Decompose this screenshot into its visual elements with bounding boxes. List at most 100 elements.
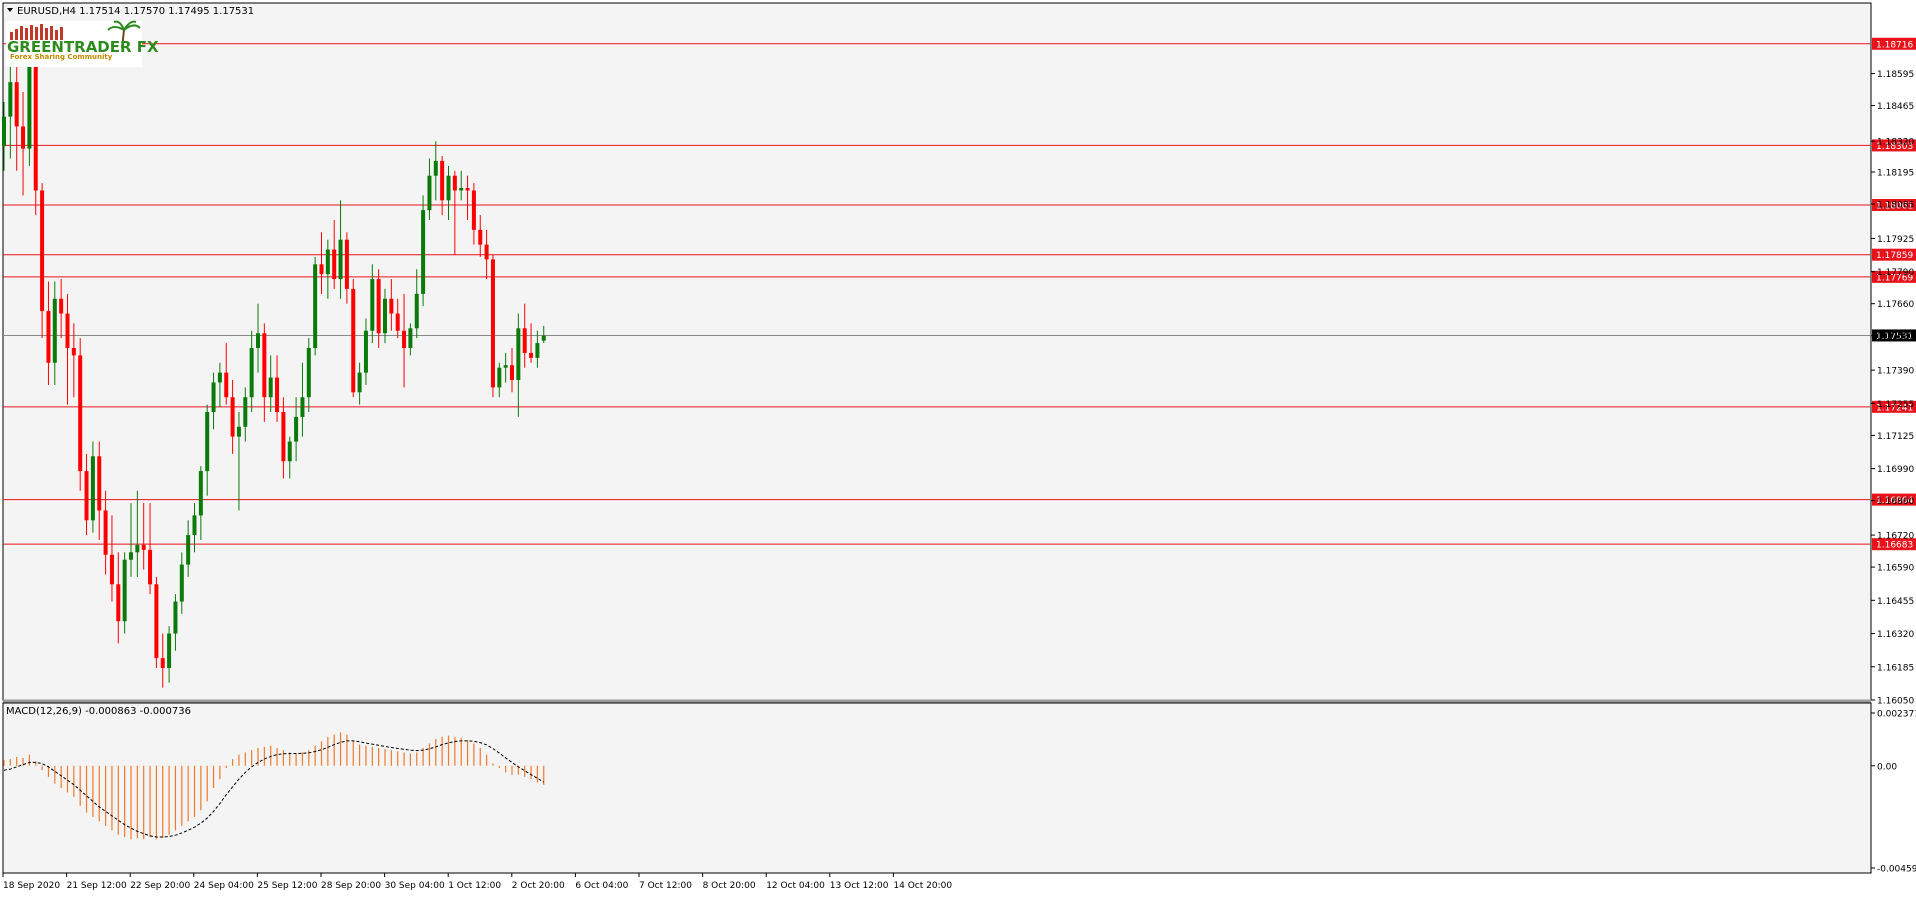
candle-body[interactable] [90, 456, 95, 521]
candle-body[interactable] [471, 190, 476, 230]
candle-body[interactable] [198, 471, 203, 516]
candle-body[interactable] [522, 328, 527, 353]
candle-body[interactable] [490, 259, 495, 388]
candle-body[interactable] [256, 333, 260, 348]
candle-body[interactable] [357, 372, 362, 393]
candle-body[interactable] [421, 210, 426, 294]
candle-body[interactable] [236, 426, 241, 437]
candle-body[interactable] [510, 365, 514, 380]
candle-body[interactable] [103, 510, 108, 555]
candle-body[interactable] [21, 126, 26, 149]
candle-body[interactable] [395, 313, 400, 331]
candle-body[interactable] [97, 456, 102, 511]
candle-body[interactable] [497, 367, 502, 388]
candle-body[interactable] [33, 60, 38, 191]
candle-body[interactable] [27, 60, 32, 149]
price-tick-label: 1.16990 [1877, 465, 1914, 475]
time-tick-label: 8 Oct 20:00 [703, 881, 756, 891]
candle-body[interactable] [452, 175, 457, 191]
candle-body[interactable] [275, 377, 280, 412]
candle-body[interactable] [383, 298, 387, 334]
candle-body[interactable] [294, 416, 299, 442]
candle-body[interactable] [529, 352, 534, 358]
candle-body[interactable] [338, 239, 343, 280]
time-tick-label: 13 Oct 12:00 [830, 881, 889, 891]
candle-body[interactable] [122, 559, 127, 622]
candle-body[interactable] [433, 160, 438, 176]
candle-body[interactable] [78, 355, 83, 472]
candle-body[interactable] [71, 348, 76, 356]
dropdown-triangle-icon[interactable] [7, 8, 13, 12]
candle-body[interactable] [217, 372, 222, 383]
candle-body[interactable] [446, 175, 451, 201]
candle-body[interactable] [249, 348, 254, 398]
candle-body[interactable] [325, 249, 330, 275]
candle-body[interactable] [376, 279, 381, 334]
candle-body[interactable] [154, 584, 159, 659]
candle-body[interactable] [116, 584, 121, 622]
candle-body[interactable] [306, 348, 311, 398]
candle-body[interactable] [268, 377, 273, 398]
candle-body[interactable] [148, 549, 153, 585]
candle-body[interactable] [313, 264, 318, 348]
candle-body[interactable] [319, 264, 324, 275]
time-tick-label: 2 Oct 20:00 [512, 881, 565, 891]
candle-body[interactable] [370, 279, 375, 331]
macd-tick-label: 0.00 [1877, 762, 1897, 772]
candle-body[interactable] [230, 397, 235, 437]
candle-body[interactable] [408, 328, 413, 348]
candle-body[interactable] [179, 564, 184, 602]
candle-body[interactable] [224, 372, 229, 398]
candle-body[interactable] [167, 633, 172, 668]
candle-body[interactable] [211, 382, 216, 412]
candle-body[interactable] [160, 658, 165, 668]
candle-body[interactable] [141, 544, 146, 550]
candle-body[interactable] [52, 298, 57, 363]
candle-body[interactable] [65, 313, 70, 348]
candle-body[interactable] [535, 343, 540, 358]
candle-body[interactable] [40, 190, 45, 312]
candle-body[interactable] [484, 244, 489, 260]
candle-body[interactable] [503, 365, 508, 368]
price-pane[interactable] [2, 2, 1872, 701]
bar-chart-icon [10, 24, 63, 40]
candle-body[interactable] [459, 188, 464, 191]
time-tick-label: 21 Sep 12:00 [67, 881, 127, 891]
candle-body[interactable] [8, 82, 13, 117]
candle-body[interactable] [478, 229, 483, 245]
candle-body[interactable] [59, 298, 64, 314]
candle-body[interactable] [2, 116, 6, 147]
candle-body[interactable] [344, 239, 349, 289]
candle-body[interactable] [287, 441, 292, 462]
candle-body[interactable] [414, 293, 419, 329]
candle-body[interactable] [389, 298, 394, 314]
candle-body[interactable] [465, 188, 470, 191]
candle-body[interactable] [402, 330, 407, 348]
candle-body[interactable] [14, 82, 19, 127]
candle-body[interactable] [135, 544, 140, 553]
candle-body[interactable] [440, 160, 445, 201]
candle-body[interactable] [281, 412, 286, 462]
candle-body[interactable] [300, 397, 305, 417]
price-tick-label: 1.16590 [1877, 564, 1914, 574]
candle-body[interactable] [427, 175, 432, 211]
candle-body[interactable] [46, 311, 51, 363]
candle-body[interactable] [109, 554, 114, 585]
candle-body[interactable] [516, 328, 521, 380]
candle-body[interactable] [351, 288, 356, 393]
candle-body[interactable] [129, 552, 133, 560]
candle-body[interactable] [243, 397, 248, 427]
candle-body[interactable] [84, 471, 89, 521]
level-price-label: 1.17769 [1876, 273, 1913, 283]
candle-body[interactable] [363, 330, 368, 373]
candle-body[interactable] [186, 535, 191, 565]
candle-body[interactable] [173, 601, 178, 634]
candle-body[interactable] [541, 335, 546, 341]
candle-body[interactable] [192, 515, 197, 536]
candle-body[interactable] [332, 249, 337, 280]
candle-body[interactable] [205, 412, 210, 472]
candle-body[interactable] [262, 333, 267, 398]
macd-pane[interactable] [2, 702, 1872, 874]
